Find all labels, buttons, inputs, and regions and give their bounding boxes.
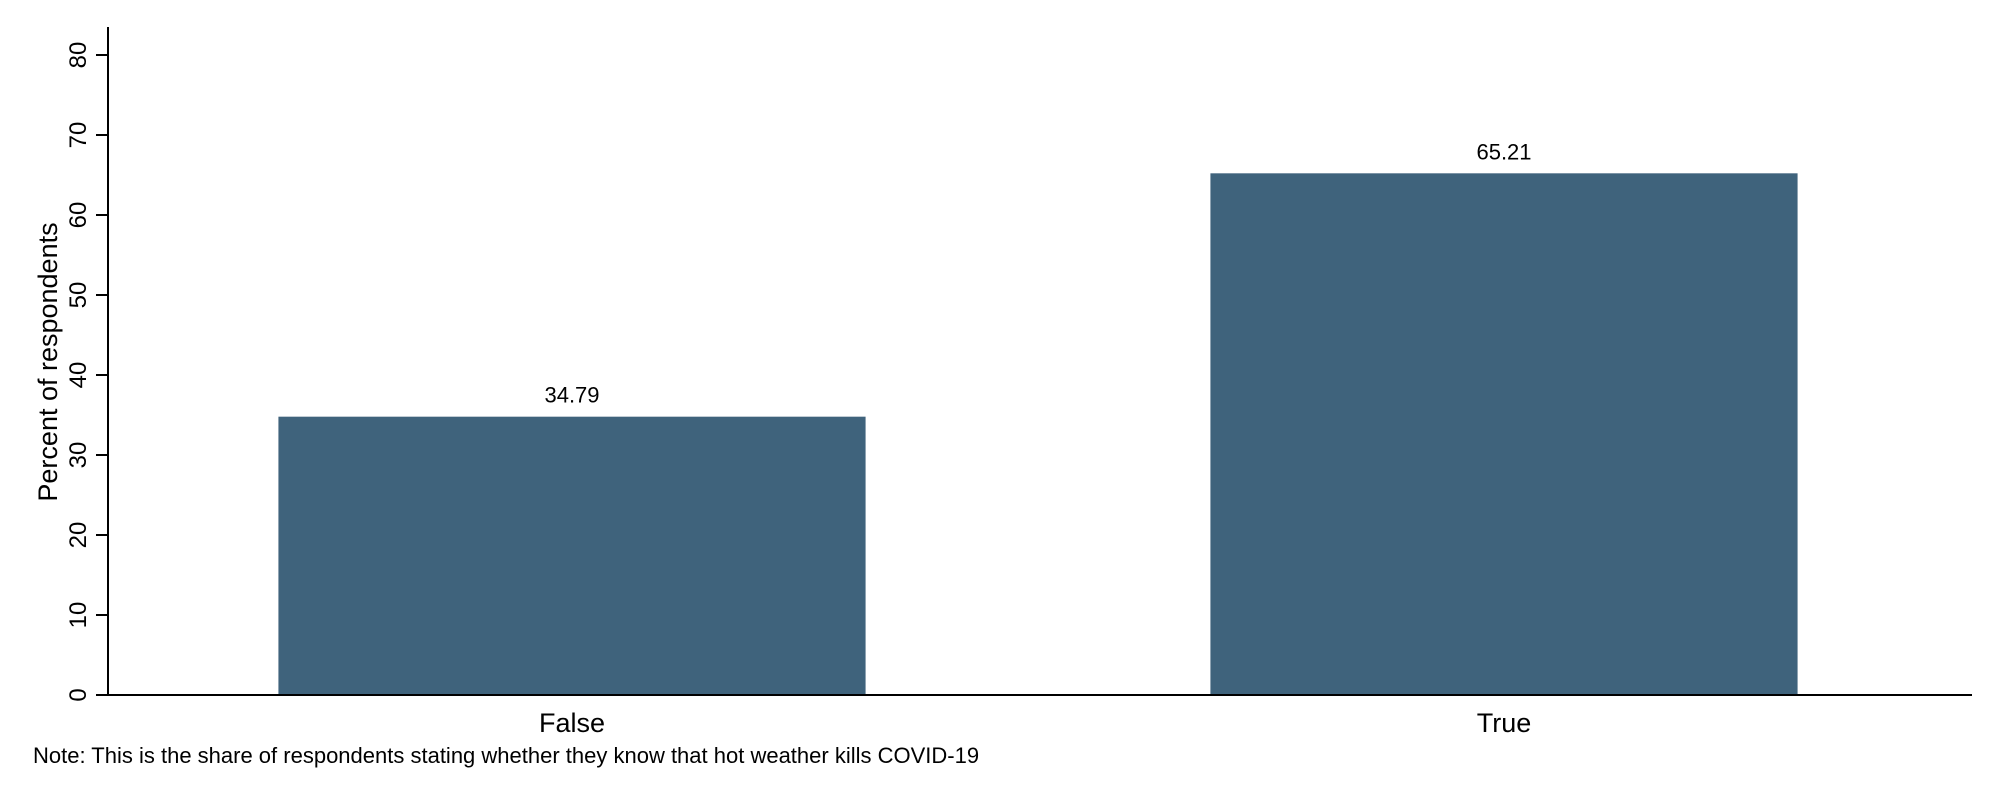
- x-tick-label-true: True: [1477, 708, 1532, 738]
- x-labels-layer: False True: [539, 708, 1531, 738]
- y-tick-label: 70: [65, 122, 92, 149]
- x-tick-label-false: False: [539, 708, 605, 738]
- x-axis: False True: [108, 694, 1972, 738]
- y-tick-label: 10: [65, 602, 92, 629]
- bar-true: [1210, 173, 1798, 695]
- data-label-false: 34.79: [544, 383, 599, 408]
- bars-layer: [278, 173, 1798, 695]
- y-tick-label: 80: [65, 42, 92, 69]
- y-axis: 0 10 20 30 40 50 60 70 80: [65, 27, 109, 702]
- value-labels-layer: 34.79 65.21: [544, 139, 1531, 407]
- bar-false: [278, 416, 866, 695]
- y-ticks-layer: 0 10 20 30 40 50 60 70 80: [65, 42, 108, 702]
- data-label-true: 65.21: [1476, 139, 1531, 164]
- y-tick-label: 0: [65, 688, 92, 701]
- chart-note: Note: This is the share of respondents s…: [33, 743, 979, 768]
- y-tick-label: 60: [65, 202, 92, 229]
- y-tick-label: 50: [65, 282, 92, 309]
- y-tick-label: 40: [65, 362, 92, 389]
- y-tick-label: 20: [65, 522, 92, 549]
- y-axis-title: Percent of respondents: [33, 222, 63, 501]
- y-tick-label: 30: [65, 442, 92, 469]
